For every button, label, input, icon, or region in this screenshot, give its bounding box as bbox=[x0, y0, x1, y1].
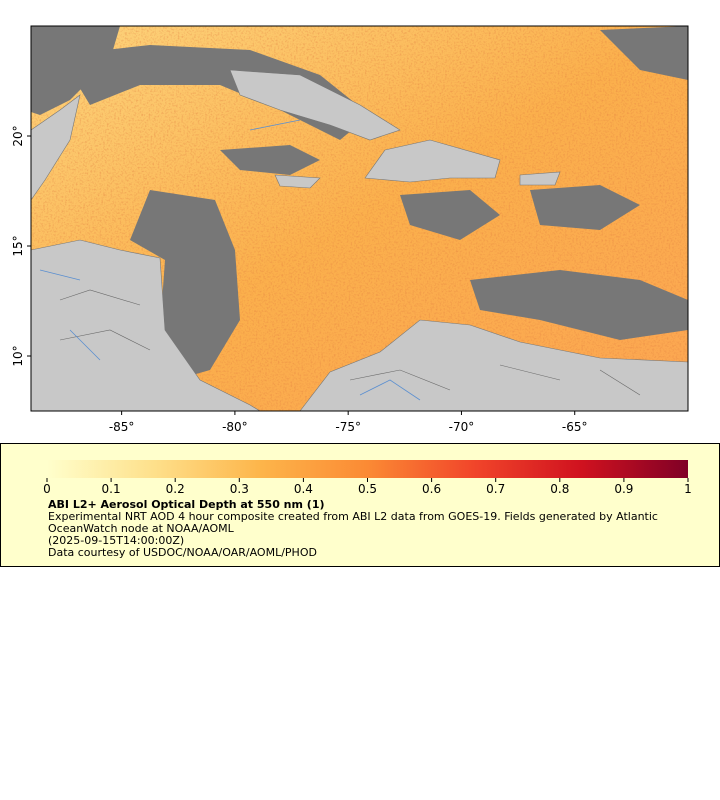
land bbox=[31, 239, 261, 411]
map bbox=[31, 26, 688, 411]
map-frame bbox=[30, 25, 689, 412]
legend-title: ABI L2+ Aerosol Optical Depth at 550 nm … bbox=[48, 498, 325, 511]
cloud-mask bbox=[130, 190, 240, 380]
y-tick-label: 20° bbox=[11, 125, 25, 146]
colorbar-tick-label: 0.8 bbox=[550, 482, 569, 496]
x-tick-label: -70° bbox=[449, 420, 475, 434]
x-tick-label: -65° bbox=[562, 420, 588, 434]
land bbox=[274, 139, 561, 189]
legend-text: ABI L2+ Aerosol Optical Depth at 550 nm … bbox=[48, 499, 688, 559]
colorbar-tick-label: 0.4 bbox=[294, 482, 313, 496]
colorbar-tick-label: 0.9 bbox=[614, 482, 633, 496]
colorbar-tick-label: 0.3 bbox=[230, 482, 249, 496]
land bbox=[229, 69, 401, 141]
legend-description: Experimental NRT AOD 4 hour composite cr… bbox=[48, 510, 658, 535]
x-tick-label: -80° bbox=[222, 420, 248, 434]
x-tick-label: -85° bbox=[109, 420, 135, 434]
colorbar-tick-label: 0 bbox=[43, 482, 51, 496]
colorbar-tick-label: 0.2 bbox=[166, 482, 185, 496]
legend-time: (2025-09-15T14:00:00Z) bbox=[48, 534, 185, 547]
rivers bbox=[39, 119, 421, 401]
y-tick-label: 15° bbox=[11, 235, 25, 256]
colorbar-tick-label: 0.1 bbox=[102, 482, 121, 496]
colorbar-tick-label: 0.6 bbox=[422, 482, 441, 496]
colorbar-tick-label: 1 bbox=[684, 482, 692, 496]
x-tick-label: -75° bbox=[335, 420, 361, 434]
chart: -85° -80° -75° -70° -65° 10° 15° 20° 0 0.1 0.2 0.3 0… bbox=[0, 25, 720, 567]
land bbox=[31, 94, 81, 201]
legend-credit: Data courtesy of USDOC/NOAA/OAR/AOML/PHO… bbox=[48, 546, 317, 559]
cloud-mask bbox=[220, 26, 688, 340]
land bbox=[299, 319, 688, 411]
colorbar-tick-label: 0.5 bbox=[358, 482, 377, 496]
colorbar-tick-label: 0.7 bbox=[486, 482, 505, 496]
colorbar bbox=[47, 460, 688, 478]
y-tick-label: 10° bbox=[11, 345, 25, 366]
borders bbox=[59, 289, 641, 396]
